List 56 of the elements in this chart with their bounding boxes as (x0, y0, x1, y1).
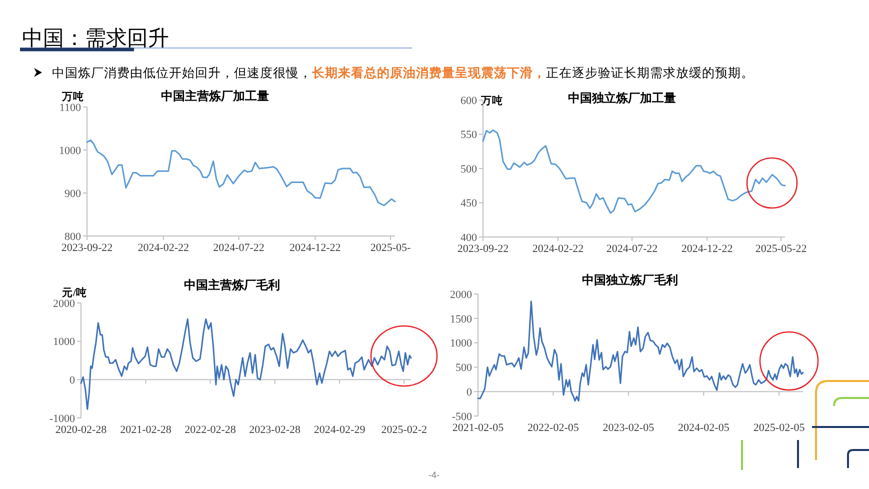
chart-title: 中国主营炼厂毛利 (184, 278, 280, 292)
y-axis-title: 万吨 (61, 90, 84, 103)
y-tick-label: 600 (460, 94, 478, 107)
x-tick-label: 2024-02-05 (678, 422, 730, 434)
x-tick-label: 2023-02-28 (249, 424, 301, 436)
y-tick-label: 450 (460, 198, 478, 210)
x-tick-label: 2023-09-22 (457, 243, 509, 255)
x-tick-label: 2021-02-05 (452, 422, 504, 434)
y-tick-label: 800 (64, 230, 82, 243)
y-tick-label: 400 (460, 232, 478, 244)
y-tick-label: 1000 (450, 338, 472, 350)
line-series (482, 129, 786, 214)
y-tick-label: -500 (452, 410, 472, 423)
y-tick-label: 1100 (59, 102, 82, 114)
x-tick-label: 2024-07-22 (606, 243, 658, 255)
text: 中国炼厂消费由低位开始回升，但速度很慢， (52, 65, 312, 80)
chart-title: 中国主营炼厂加工量 (161, 89, 269, 103)
y-tick-label: 1000 (59, 144, 82, 157)
x-tick-label: 2024-02-22 (532, 243, 584, 255)
x-tick-label: 2023-09-22 (61, 242, 113, 254)
x-tick-label: 2025-02-05 (753, 422, 806, 434)
y-tick-label: 550 (460, 129, 478, 142)
line-series (86, 139, 396, 206)
x-tick-label: 2025-02-2 (381, 424, 428, 436)
y-tick-label: 2000 (53, 298, 76, 310)
y-tick-label: 1500 (450, 313, 472, 326)
x-tick-label: 2023-02-05 (602, 422, 655, 434)
y-tick-label: 2000 (450, 288, 472, 301)
line-series (80, 318, 412, 410)
x-tick-label: 2024-02-22 (138, 242, 190, 254)
y-tick-label: -1000 (49, 412, 76, 425)
y-axis-title: 元/吨 (61, 286, 87, 299)
y-tick-label: 0 (70, 374, 76, 387)
y-axis-title: 万吨 (480, 94, 503, 107)
y-tick-label: 500 (460, 163, 478, 176)
x-tick-label: 2022-02-28 (184, 424, 236, 436)
x-tick-label: 2022-02-05 (528, 422, 580, 434)
x-tick-label: 2024-12-22 (681, 243, 733, 255)
x-tick-label: 2024-12-22 (289, 242, 341, 254)
text: 长期来看总的原油消费量呈现震荡下滑， (311, 65, 546, 80)
y-tick-label: 1000 (53, 336, 76, 348)
x-tick-label: 2024-07-22 (213, 242, 264, 254)
text: 正在逐步验证长期需求放缓的预期。 (546, 66, 754, 80)
y-tick-label: 500 (456, 362, 472, 374)
x-tick-label: 2020-02-28 (55, 424, 108, 436)
chart-title: 中国独立炼厂毛利 (582, 273, 678, 287)
x-tick-label: 2024-02-29 (314, 424, 366, 436)
text: 中国：需求回升 (22, 27, 169, 50)
chart-title: 中国独立炼厂加工量 (568, 91, 676, 105)
x-tick-label: 2025-05-22 (755, 243, 807, 255)
x-tick-label: 2025-05- (370, 242, 412, 254)
text: -4- (428, 470, 440, 480)
x-tick-label: 2021-02-28 (120, 424, 172, 436)
line-series (477, 300, 804, 402)
y-tick-label: 900 (64, 188, 82, 200)
y-tick-label: 0 (466, 386, 472, 398)
